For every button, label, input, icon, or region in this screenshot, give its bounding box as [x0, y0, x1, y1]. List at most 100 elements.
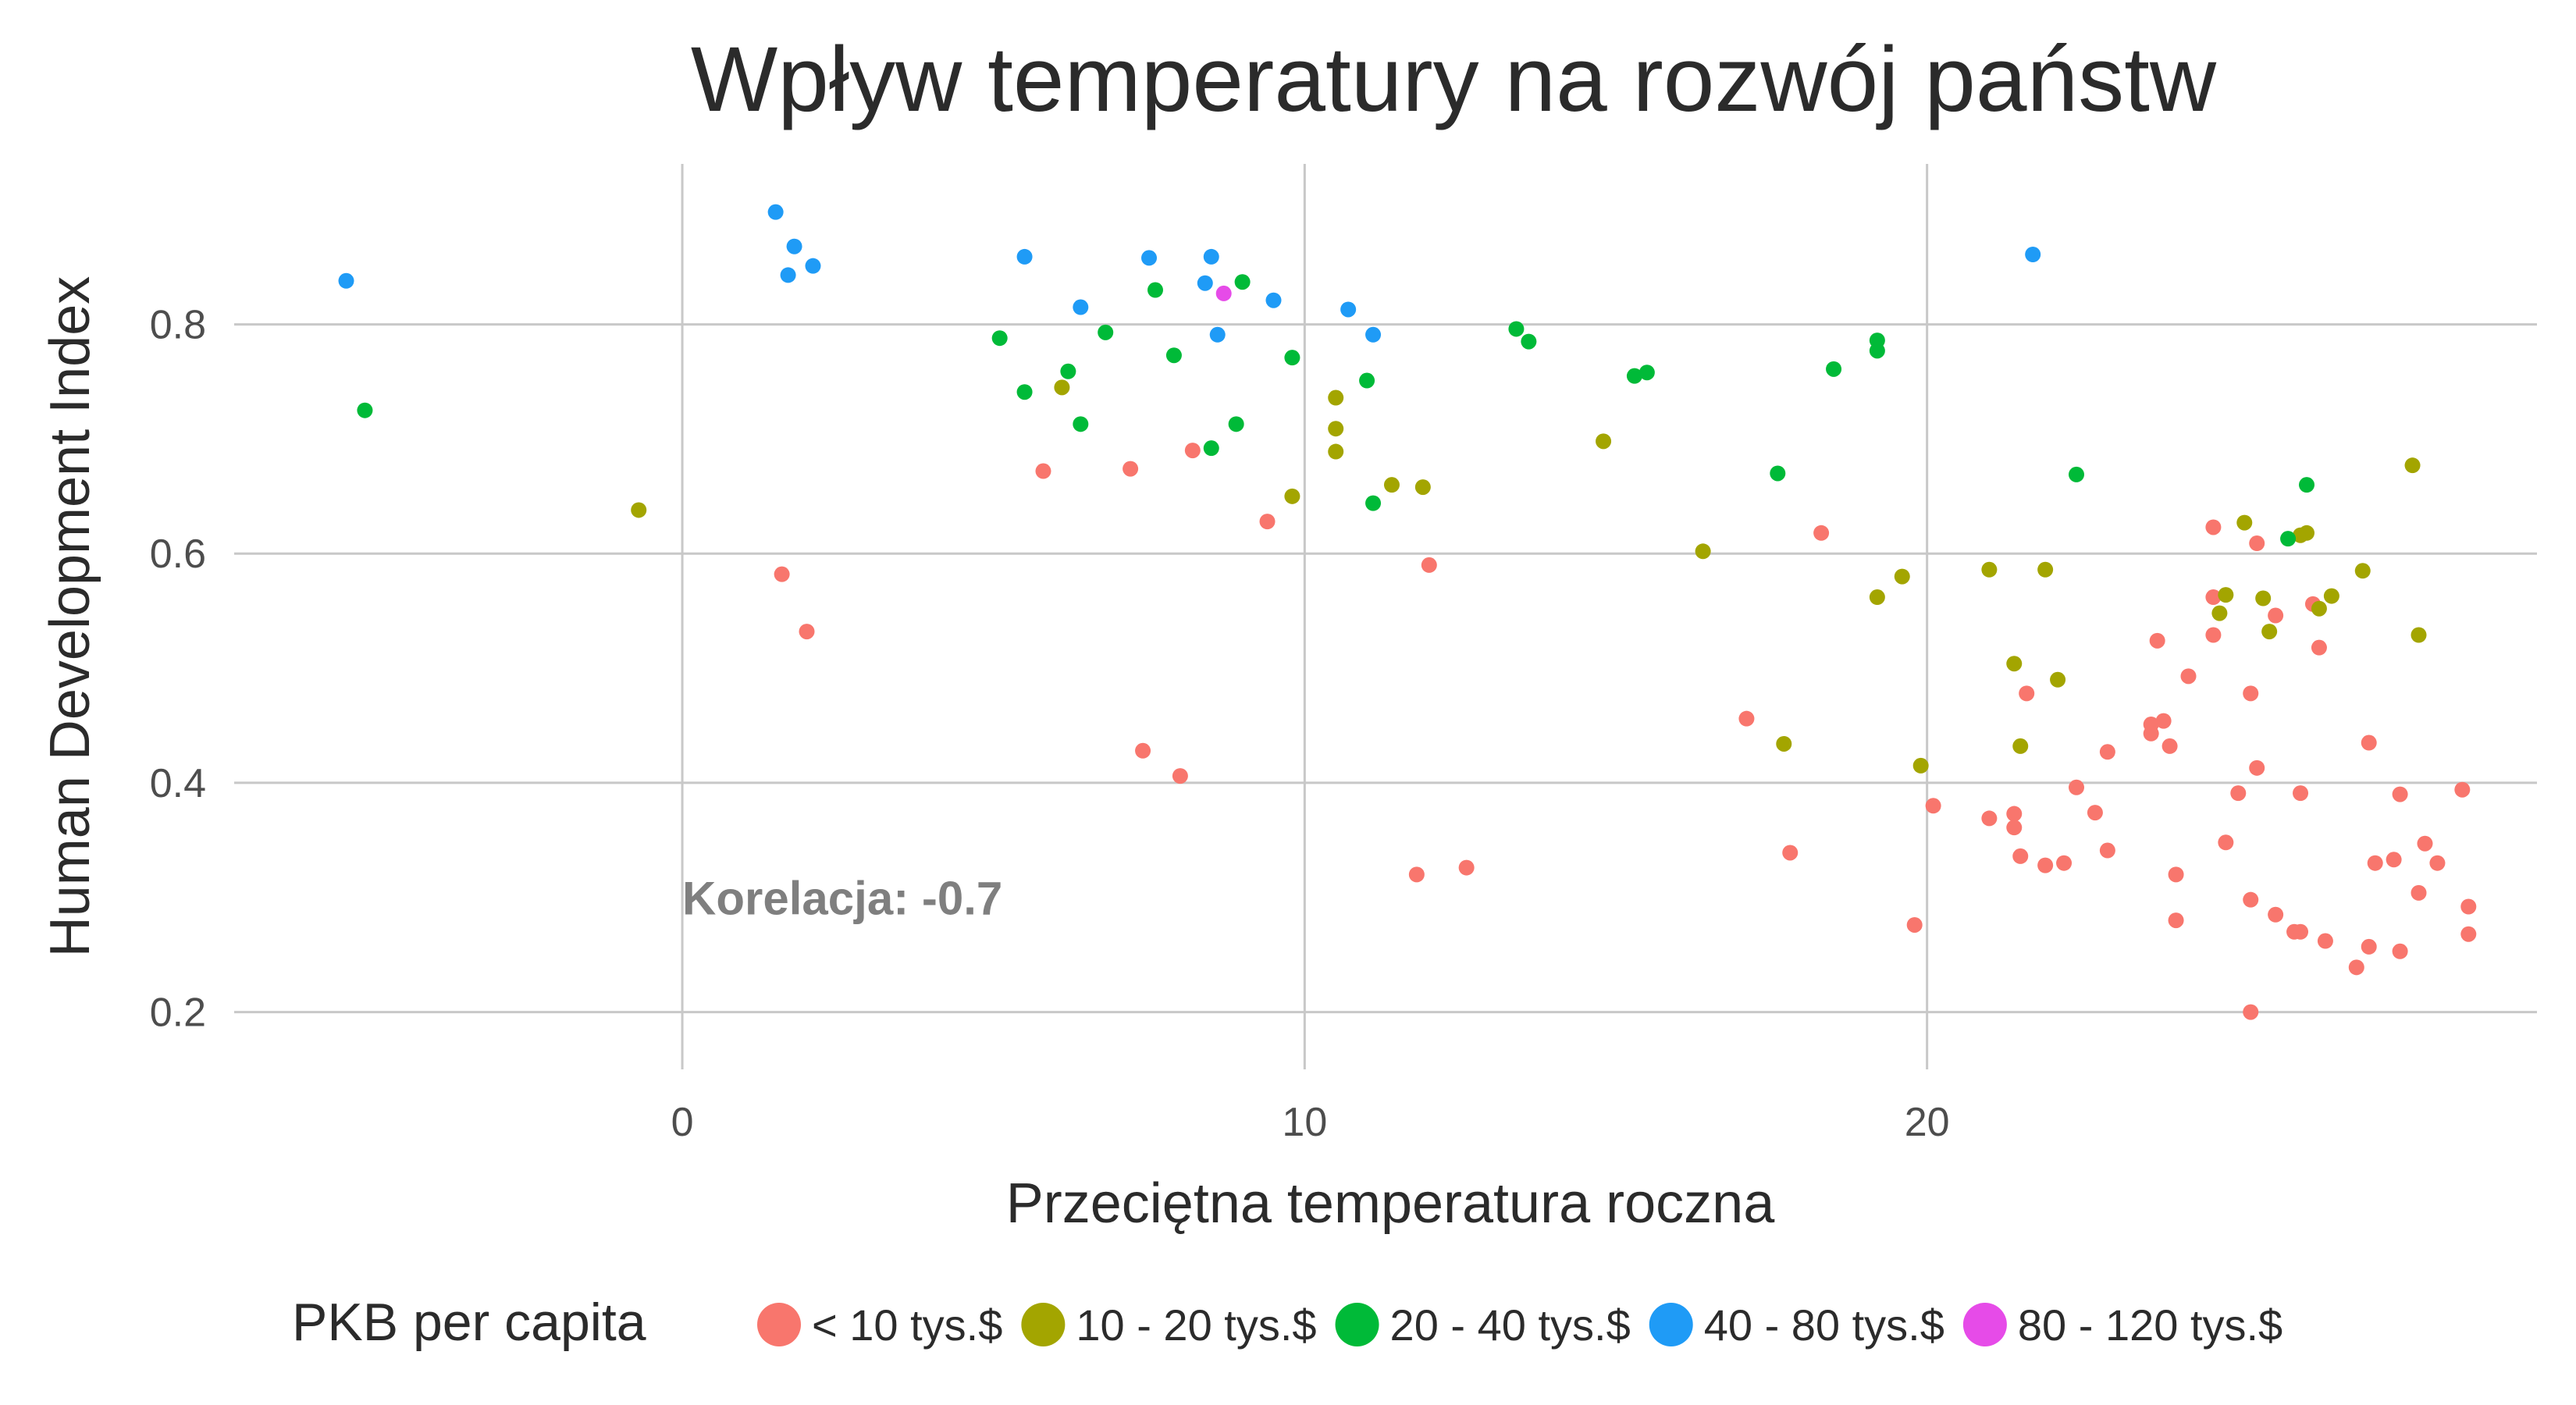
data-point — [2348, 959, 2364, 976]
data-point — [2205, 589, 2222, 606]
data-point — [2311, 600, 2327, 617]
data-point — [786, 238, 802, 254]
data-point — [2056, 855, 2073, 871]
data-point — [2249, 535, 2265, 552]
x-axis-title: Przeciętna temperatura roczna — [1006, 1172, 1775, 1235]
series-3 — [357, 274, 2314, 547]
legend-title: PKB per capita — [292, 1293, 646, 1352]
data-point — [1596, 433, 1612, 450]
data-point — [1203, 440, 1219, 457]
data-point — [2050, 671, 2066, 688]
tick-labels: 0 10 20 0.2 0.4 0.6 0.8 — [150, 303, 1950, 1145]
series-1 — [774, 443, 2477, 1020]
data-point — [1925, 798, 1941, 814]
series-4 — [338, 204, 2041, 343]
data-point — [1284, 350, 1300, 366]
correlation-annotation: Korelacja: -0.7 — [682, 873, 1002, 925]
legend-key — [1335, 1303, 1379, 1346]
data-point — [2230, 785, 2247, 802]
legend-key — [757, 1303, 801, 1346]
data-point — [1098, 324, 1114, 340]
data-point — [1359, 372, 1375, 389]
data-point — [2006, 656, 2023, 672]
data-point — [2261, 624, 2278, 640]
data-point — [1209, 326, 1226, 343]
data-point — [1234, 274, 1251, 290]
data-point — [1016, 384, 1033, 400]
data-point — [1073, 416, 1089, 432]
legend-label: 80 - 120 tys.$ — [2018, 1300, 2282, 1350]
data-point — [1328, 421, 1344, 437]
data-point — [780, 267, 796, 283]
data-point — [2299, 477, 2314, 493]
data-point — [2361, 938, 2377, 955]
data-point — [357, 402, 373, 418]
data-point — [2299, 525, 2314, 541]
data-point — [2006, 820, 2023, 836]
data-point — [2411, 627, 2427, 643]
data-point — [2099, 744, 2115, 760]
data-point — [1035, 463, 1051, 479]
data-point — [2037, 561, 2054, 578]
data-point — [1869, 589, 1885, 606]
data-point — [2392, 786, 2408, 802]
data-point — [2025, 247, 2041, 262]
grid — [234, 164, 2537, 1069]
data-point — [2411, 884, 2427, 901]
data-point — [2293, 785, 2309, 802]
data-point — [991, 330, 1008, 347]
data-point — [2205, 627, 2222, 643]
x-tick-label: 20 — [1905, 1100, 1950, 1145]
data-point — [2211, 605, 2228, 621]
data-point — [1228, 416, 1244, 432]
data-point — [1695, 543, 1711, 560]
data-point — [2236, 514, 2253, 531]
data-point — [1203, 248, 1219, 265]
chart-title: Wpływ temperatury na rozwój państw — [691, 28, 2217, 131]
data-point — [805, 258, 821, 274]
data-point — [767, 204, 784, 220]
data-point — [2429, 855, 2446, 871]
legend-label: 20 - 40 tys.$ — [1390, 1300, 1631, 1350]
legend-label: 10 - 20 tys.$ — [1076, 1300, 1316, 1350]
data-point — [1215, 285, 1232, 301]
data-point — [1147, 282, 1163, 298]
data-point — [1981, 561, 1998, 578]
data-point — [1458, 859, 1475, 876]
legend-key — [1021, 1303, 1066, 1346]
data-point — [2205, 519, 2222, 535]
legend: PKB per capita < 10 tys.$ 10 - 20 tys.$ 20… — [292, 1293, 2282, 1352]
data-point — [2386, 852, 2402, 868]
y-tick-label: 0.4 — [150, 761, 206, 806]
data-point — [1421, 557, 1437, 573]
data-point — [2012, 848, 2029, 864]
data-point — [2069, 779, 2084, 795]
data-point — [1054, 379, 1070, 396]
x-tick-label: 0 — [671, 1100, 694, 1145]
data-point — [1365, 495, 1382, 511]
data-point — [2037, 857, 2054, 873]
data-point — [2099, 842, 2115, 859]
data-point — [1073, 299, 1089, 315]
data-point — [2218, 834, 2234, 851]
data-point — [1776, 735, 1792, 752]
data-point — [2460, 926, 2477, 942]
data-point — [2323, 588, 2339, 604]
data-point — [1141, 250, 1158, 266]
data-point — [2168, 866, 2184, 883]
data-point — [1383, 477, 1400, 493]
data-point — [2361, 735, 2377, 751]
data-point — [2243, 891, 2259, 908]
y-tick-label: 0.6 — [150, 532, 206, 577]
data-point — [1408, 866, 1425, 883]
data-point — [1521, 333, 1537, 350]
data-point — [1365, 326, 1382, 343]
data-point — [1813, 525, 1830, 541]
y-tick-label: 0.8 — [150, 303, 206, 348]
legend-key — [1649, 1303, 1693, 1346]
data-point — [2180, 668, 2197, 685]
data-point — [1912, 757, 1929, 774]
data-point — [2006, 806, 2023, 822]
data-point — [2087, 805, 2103, 821]
